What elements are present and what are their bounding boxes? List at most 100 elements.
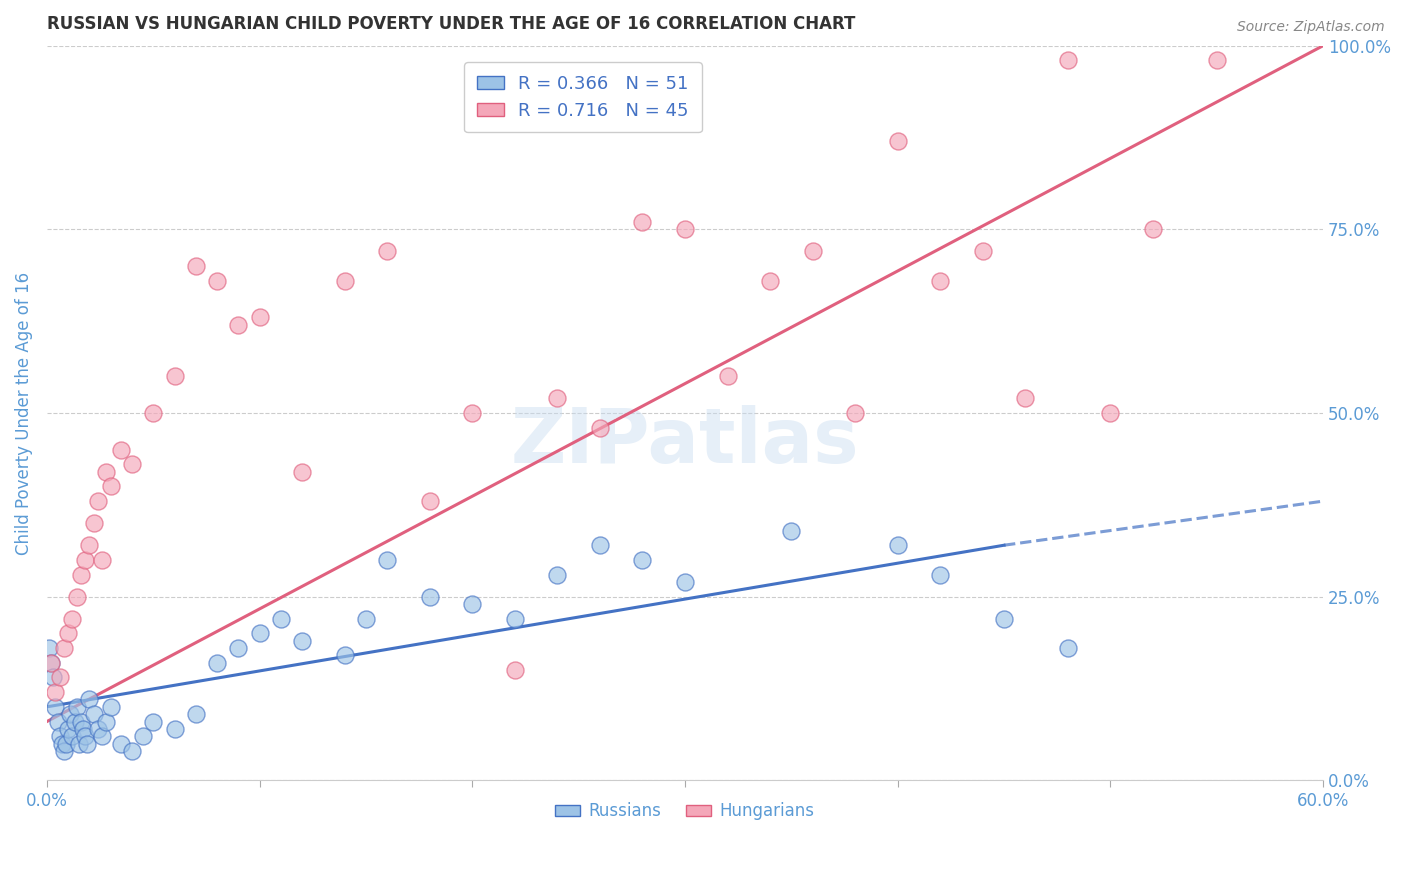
Point — [63, 714, 86, 729]
Point — [419, 590, 441, 604]
Point — [100, 699, 122, 714]
Point — [39, 656, 62, 670]
Point — [48, 729, 70, 743]
Point — [142, 406, 165, 420]
Point — [121, 744, 143, 758]
Point — [759, 274, 782, 288]
Point — [51, 737, 73, 751]
Point — [79, 692, 101, 706]
Point — [66, 699, 89, 714]
Text: ZIPatlas: ZIPatlas — [510, 405, 859, 479]
Text: RUSSIAN VS HUNGARIAN CHILD POVERTY UNDER THE AGE OF 16 CORRELATION CHART: RUSSIAN VS HUNGARIAN CHILD POVERTY UNDER… — [46, 15, 855, 33]
Point — [503, 612, 526, 626]
Point — [929, 274, 952, 288]
Point — [163, 369, 186, 384]
Point — [55, 737, 77, 751]
Point — [972, 244, 994, 259]
Point — [1099, 406, 1122, 420]
Point — [83, 707, 105, 722]
Point — [419, 494, 441, 508]
Point — [42, 670, 65, 684]
Point — [56, 722, 79, 736]
Point — [333, 274, 356, 288]
Point — [929, 567, 952, 582]
Point — [131, 729, 153, 743]
Point — [716, 369, 738, 384]
Point — [673, 222, 696, 236]
Point — [375, 244, 398, 259]
Point — [163, 722, 186, 736]
Point — [354, 612, 377, 626]
Point — [87, 722, 110, 736]
Point — [886, 538, 908, 552]
Point — [461, 406, 484, 420]
Point — [546, 567, 568, 582]
Point — [184, 707, 207, 722]
Point — [56, 626, 79, 640]
Text: Source: ZipAtlas.com: Source: ZipAtlas.com — [1237, 20, 1385, 34]
Point — [461, 597, 484, 611]
Point — [62, 612, 84, 626]
Point — [91, 729, 114, 743]
Point — [1057, 54, 1080, 68]
Point — [70, 567, 93, 582]
Point — [589, 420, 612, 434]
Point — [886, 134, 908, 148]
Y-axis label: Child Poverty Under the Age of 16: Child Poverty Under the Age of 16 — [15, 271, 32, 555]
Point — [270, 612, 292, 626]
Point — [44, 685, 66, 699]
Point — [993, 612, 1015, 626]
Point — [503, 663, 526, 677]
Point — [38, 641, 60, 656]
Point — [48, 670, 70, 684]
Point — [333, 648, 356, 663]
Point — [1014, 392, 1036, 406]
Point — [291, 633, 314, 648]
Point — [228, 318, 250, 332]
Point — [67, 737, 90, 751]
Point — [59, 707, 82, 722]
Point — [631, 215, 654, 229]
Point — [184, 259, 207, 273]
Point — [249, 310, 271, 325]
Point — [1205, 54, 1227, 68]
Point — [75, 729, 97, 743]
Point — [100, 479, 122, 493]
Point — [780, 524, 803, 538]
Point — [673, 574, 696, 589]
Point — [121, 458, 143, 472]
Point — [228, 641, 250, 656]
Point — [72, 722, 94, 736]
Point — [110, 737, 132, 751]
Legend: Russians, Hungarians: Russians, Hungarians — [548, 796, 821, 827]
Point — [66, 590, 89, 604]
Point — [1142, 222, 1164, 236]
Point — [546, 392, 568, 406]
Point — [801, 244, 824, 259]
Point — [375, 553, 398, 567]
Point — [76, 737, 98, 751]
Point — [87, 494, 110, 508]
Point — [39, 656, 62, 670]
Point — [589, 538, 612, 552]
Point — [110, 442, 132, 457]
Point — [52, 641, 75, 656]
Point — [844, 406, 866, 420]
Point — [91, 553, 114, 567]
Point — [142, 714, 165, 729]
Point — [70, 714, 93, 729]
Point — [46, 714, 69, 729]
Point — [1057, 641, 1080, 656]
Point — [44, 699, 66, 714]
Point — [62, 729, 84, 743]
Point — [96, 714, 118, 729]
Point — [249, 626, 271, 640]
Point — [75, 553, 97, 567]
Point — [205, 274, 228, 288]
Point — [205, 656, 228, 670]
Point — [83, 516, 105, 531]
Point — [291, 465, 314, 479]
Point — [52, 744, 75, 758]
Point — [79, 538, 101, 552]
Point — [631, 553, 654, 567]
